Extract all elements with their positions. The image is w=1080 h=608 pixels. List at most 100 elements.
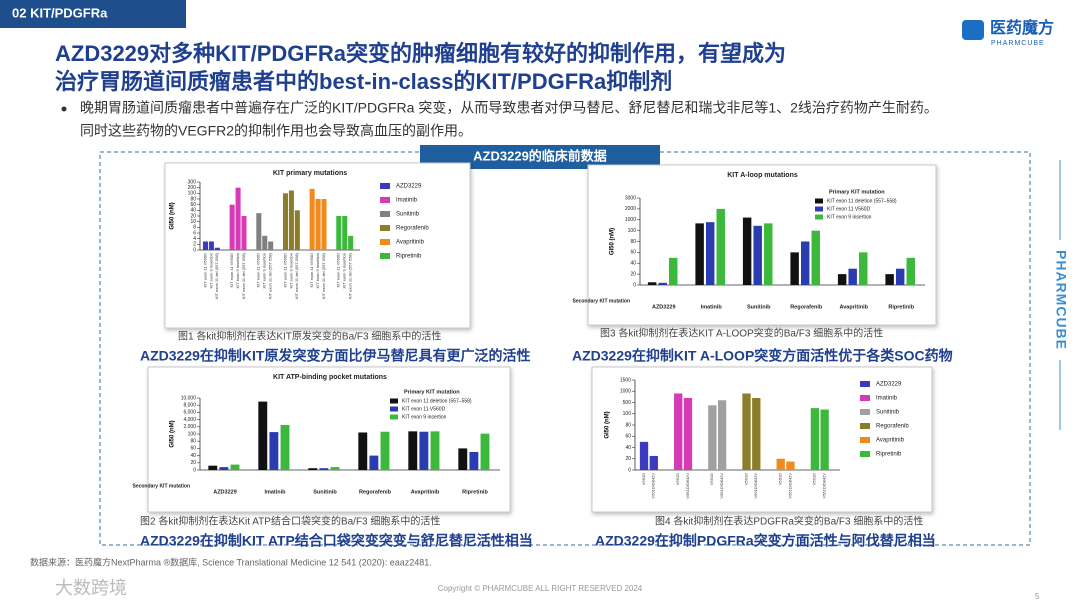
x-tick-label: AZD3229 bbox=[213, 489, 237, 495]
legend-swatch bbox=[380, 183, 390, 189]
y-tick-label: 80 bbox=[190, 196, 196, 202]
legend-swatch bbox=[380, 197, 390, 203]
legend-label: Sunitinib bbox=[396, 212, 420, 218]
bar bbox=[282, 193, 288, 250]
copyright: Copyright © PHARMCUBE ALL RIGHT RESERVED… bbox=[438, 584, 643, 593]
y-tick-label: 100 bbox=[188, 191, 197, 197]
legend-label: Regorafenib bbox=[876, 424, 909, 430]
bar bbox=[280, 425, 290, 470]
legend-label: AZD3229 bbox=[876, 382, 902, 388]
legend-label: KIT exon 9 insertion bbox=[827, 214, 872, 220]
x-tick-label: KIT exon 11 V560D bbox=[309, 253, 314, 288]
x-tick-label: V561D bbox=[641, 473, 646, 485]
x-tick-label: KIT exon 11 V560D bbox=[336, 253, 341, 288]
legend-swatch bbox=[390, 406, 398, 412]
x-tick-label: KIT exon 11 del (557-558) bbox=[268, 252, 273, 299]
x-tick-label: KIT exon 9 insertion bbox=[342, 253, 347, 289]
y-axis-label: GI50 (nM) bbox=[610, 228, 616, 255]
bar bbox=[229, 204, 235, 250]
bar bbox=[458, 448, 468, 470]
x-tick-label: KIT exon 11 del (557-558) bbox=[241, 252, 246, 299]
legend-swatch bbox=[860, 451, 870, 457]
bar bbox=[639, 441, 649, 470]
logo-icon bbox=[962, 20, 984, 40]
x-tick-label: Regorafenib bbox=[359, 489, 392, 495]
figure-caption: 图3 各kit抑制剂在表达KIT A-LOOP突变的Ba/F3 细胞系中的活性 bbox=[600, 327, 883, 340]
y-tick-label: 1000 bbox=[625, 217, 636, 223]
bar bbox=[658, 282, 667, 285]
y-tick-label: 4 bbox=[193, 236, 196, 242]
x-tick-label: V561D bbox=[743, 473, 748, 485]
bar bbox=[837, 274, 847, 285]
x-tick-label: Sunitinib bbox=[747, 304, 771, 310]
bar bbox=[336, 216, 342, 250]
legend-swatch bbox=[860, 409, 870, 415]
bar bbox=[469, 452, 479, 470]
bar bbox=[895, 268, 905, 285]
legend-label: KIT exon 11 V560D bbox=[827, 206, 871, 212]
bar bbox=[674, 393, 683, 470]
legend-swatch bbox=[380, 239, 390, 245]
x-tick-label: Ripretinib bbox=[462, 489, 488, 495]
x-tick-label: Imatinib bbox=[264, 489, 286, 495]
y-tick-label: 80 bbox=[630, 239, 636, 245]
legend-swatch bbox=[860, 423, 870, 429]
x-tick-label: V561D/D842V bbox=[685, 473, 690, 499]
bullet-dot bbox=[61, 106, 67, 112]
y-tick-label: 500 bbox=[623, 400, 632, 406]
page-number: 5 bbox=[1035, 592, 1040, 601]
bar bbox=[380, 431, 390, 470]
bar bbox=[705, 222, 715, 285]
y-axis-label: GI50 (nM) bbox=[605, 411, 611, 438]
legend-swatch bbox=[815, 198, 823, 204]
x-tick-label: Regorafenib bbox=[790, 304, 823, 310]
x-tick-label: KIT exon 11 V560D bbox=[282, 253, 287, 288]
bar bbox=[319, 468, 329, 470]
bar bbox=[258, 401, 268, 470]
figure-panel bbox=[147, 366, 511, 513]
bar bbox=[321, 199, 327, 250]
legend-swatch bbox=[860, 437, 870, 443]
x-tick-label: KIT exon 11 del (557-558) bbox=[294, 252, 299, 299]
bar bbox=[786, 461, 795, 470]
bar bbox=[235, 187, 241, 250]
bar bbox=[308, 468, 318, 470]
x-tick-label: KIT exon 11 del (557-558) bbox=[321, 252, 326, 299]
y-tick-label: 60 bbox=[630, 250, 636, 256]
section-tab bbox=[0, 0, 186, 28]
x-tick-label: Avapritinib bbox=[839, 304, 868, 310]
x-tick-label: KIT exon 11 V560D bbox=[202, 253, 207, 288]
x-tick-label: KIT exon 9 insertion bbox=[315, 253, 320, 289]
chart-title: KIT ATP-binding pocket mutations bbox=[273, 374, 387, 381]
y-tick-label: 6 bbox=[193, 230, 196, 236]
legend-swatch bbox=[380, 211, 390, 217]
bar bbox=[717, 400, 727, 470]
bar bbox=[742, 393, 751, 470]
y-tick-label: 100 bbox=[623, 411, 632, 417]
y-tick-label: 20 bbox=[190, 213, 196, 219]
bar bbox=[716, 208, 725, 285]
bar bbox=[708, 405, 717, 470]
bar bbox=[241, 216, 247, 250]
bar bbox=[800, 241, 810, 285]
legend-label: Regorafenib bbox=[396, 226, 429, 232]
legend-label: KIT exon 9 insertion bbox=[402, 414, 447, 420]
y-tick-label: 20 bbox=[190, 460, 196, 466]
figure-headline: AZD3229在抑制PDGFRa突变方面活性与阿伐替尼相当 bbox=[595, 533, 936, 549]
y-axis-label: GI50 (nM) bbox=[170, 420, 176, 447]
figure-headline: AZD3229在抑制KIT原发突变方面比伊马替尼具有更广泛的活性 bbox=[140, 348, 530, 364]
bar bbox=[859, 252, 868, 285]
bar bbox=[208, 241, 214, 250]
bar bbox=[419, 431, 429, 470]
x-tick-label: KIT exon 9 insertion bbox=[208, 253, 213, 289]
bullet-text: 同时这些药物的VEGFR2的抑制作用也会导致高血压的副作用。 bbox=[80, 123, 472, 139]
y-tick-label: 60 bbox=[625, 434, 631, 440]
source: 数据来源：医药魔方NextPharma ®数据库, Science Transl… bbox=[30, 556, 432, 567]
x-axis-label: Secondary KIT mutation bbox=[572, 298, 630, 304]
bar bbox=[269, 432, 279, 470]
y-tick-label: 80 bbox=[190, 439, 196, 445]
bar bbox=[342, 216, 348, 250]
legend-label: Ripretinib bbox=[876, 452, 902, 458]
y-tick-label: 2000 bbox=[625, 206, 636, 212]
x-tick-label: V561D/D842V bbox=[821, 473, 826, 499]
